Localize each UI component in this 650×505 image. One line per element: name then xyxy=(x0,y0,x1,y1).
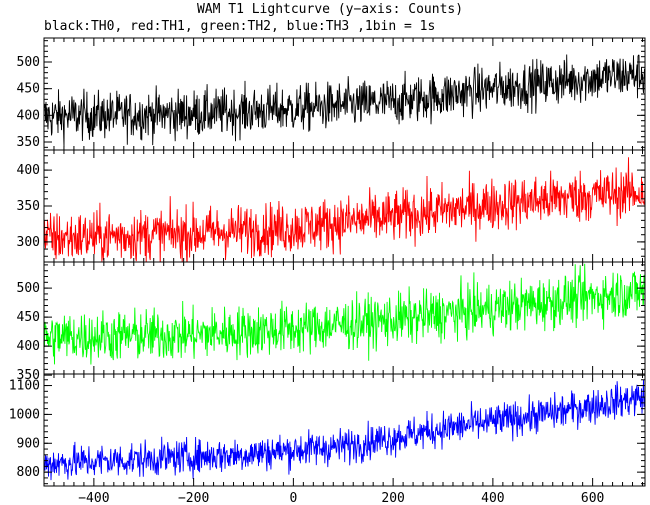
panel-th1: 300 350 400 xyxy=(17,149,646,263)
y-tick-label: 400 xyxy=(17,339,40,354)
y-tick-label: 900 xyxy=(17,436,40,451)
y-tick-label: 500 xyxy=(17,55,40,70)
y-tick-label: 300 xyxy=(17,235,40,250)
x-tick-label: 0 xyxy=(289,491,297,505)
chart-subtitle: black:TH0, red:TH1, green:TH2, blue:TH3 … xyxy=(44,19,435,34)
y-tick-label: 400 xyxy=(17,163,40,178)
series-line-th3 xyxy=(44,379,645,481)
y-tick-label: 1100 xyxy=(9,379,40,394)
panel-th0: 350 400 450 500 xyxy=(17,37,646,151)
y-tick-label: 450 xyxy=(17,310,40,325)
x-tick-label: 400 xyxy=(481,491,504,505)
y-tick-label: 500 xyxy=(17,281,40,296)
y-tick-label: 1000 xyxy=(9,407,40,422)
panel-th2: 350 400 450 500 xyxy=(17,261,646,383)
x-tick-label: −400 xyxy=(78,491,109,505)
series-line-th1 xyxy=(44,157,645,262)
y-tick-label: 350 xyxy=(17,199,40,214)
chart-title: WAM T1 Lightcurve (y−axis: Counts) xyxy=(197,2,463,17)
series-line-th2 xyxy=(44,263,645,365)
panel-th3: 800 900 1000 1100 xyxy=(9,373,646,487)
series-line-th0 xyxy=(44,54,645,148)
x-tick-label: 200 xyxy=(381,491,404,505)
y-tick-label: 400 xyxy=(17,108,40,123)
plot-area: 350 400 450 500 300 350 400 350 400 450 500 800 900 1… xyxy=(9,37,646,505)
y-tick-label: 350 xyxy=(17,135,40,150)
y-tick-label: 450 xyxy=(17,82,40,97)
panel-frame xyxy=(43,373,646,487)
x-tick-label: −200 xyxy=(178,491,209,505)
x-tick-label: 600 xyxy=(581,491,604,505)
y-tick-label: 800 xyxy=(17,465,40,480)
y-tick-label: 350 xyxy=(17,368,40,383)
